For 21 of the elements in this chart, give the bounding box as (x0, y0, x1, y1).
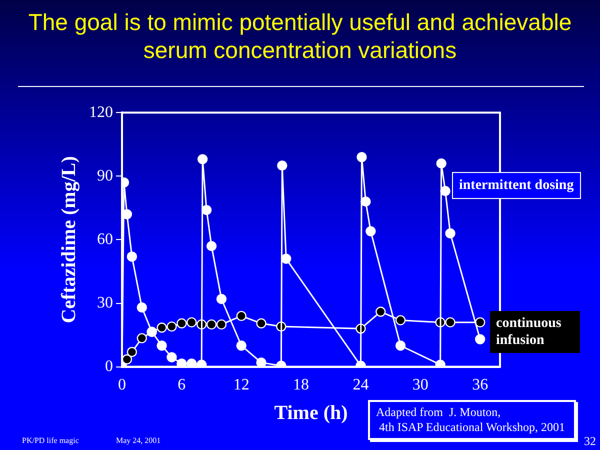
y-tick-label: 60 (97, 230, 113, 248)
y-axis-title: Ceftazidime (mg/L) (58, 156, 80, 324)
y-tick-label: 30 (97, 294, 113, 312)
text: Adapted from J. Mouton, 4th ISAP Educational Workshop, 2001 (368, 400, 576, 440)
y-tick-label: 90 (97, 167, 113, 184)
x-axis-title: Time (h) (274, 402, 348, 424)
x-tick-label: 18 (293, 376, 310, 394)
chart-title: The goal is to mimic potentially useful and achievable serum concentration variations (27, 8, 573, 64)
x-tick-label: 30 (412, 376, 428, 394)
series-label: continuous infusion (490, 311, 580, 353)
text: May 24, 2001 (116, 436, 161, 445)
x-tick-label: 36 (472, 376, 488, 394)
y-tick-label: 120 (89, 104, 113, 121)
text: PK/PD life magic (22, 436, 79, 445)
x-tick-label: 24 (352, 376, 369, 394)
series-label: intermittent dosing (452, 172, 581, 199)
y-tick-label: 0 (105, 358, 113, 376)
x-tick-label: 12 (233, 376, 250, 394)
x-tick-label: 6 (178, 376, 186, 394)
x-tick-label: 0 (118, 376, 126, 394)
text: 32 (584, 434, 596, 449)
